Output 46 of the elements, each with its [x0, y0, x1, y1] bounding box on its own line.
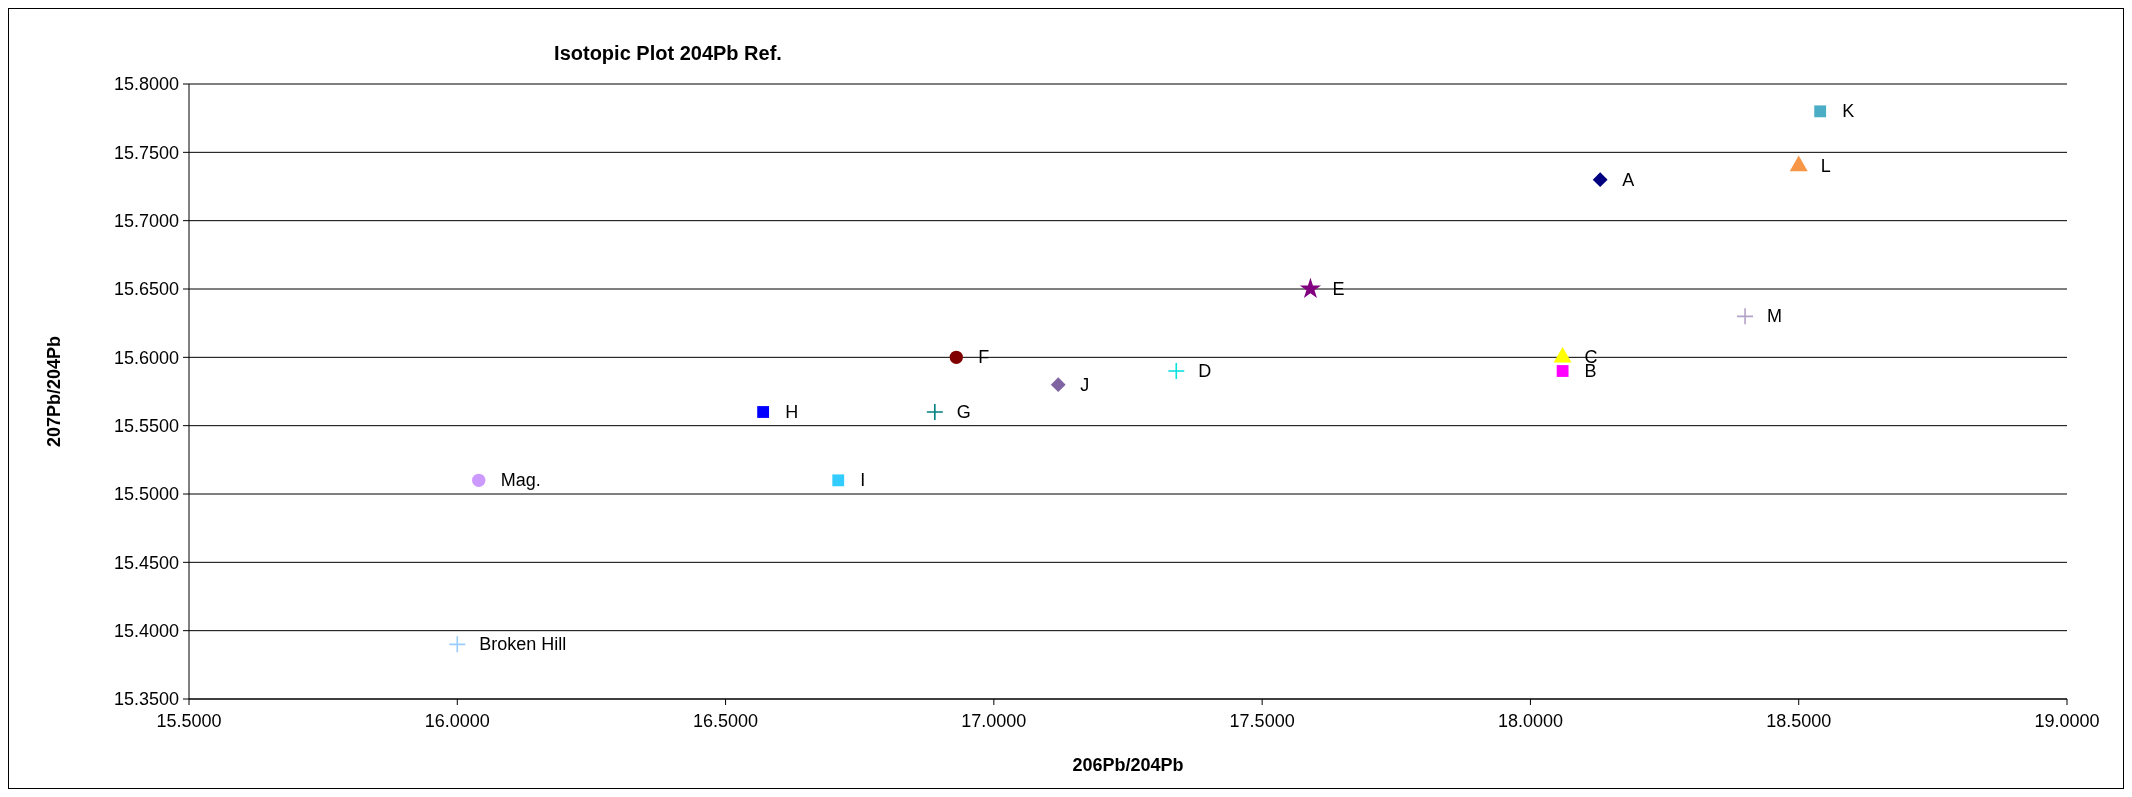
point	[1167, 362, 1186, 380]
point	[1592, 172, 1608, 188]
series-label: Mag.	[500, 470, 541, 491]
series-label: J	[1080, 374, 1090, 395]
x-tick-label: 17.5000	[1229, 711, 1295, 731]
x-axis-title: 206Pb/204Pb	[1072, 755, 1184, 775]
x-tick-label: 16.0000	[424, 711, 490, 731]
x-tick-label: 19.0000	[2034, 711, 2100, 731]
y-tick-label: 15.8000	[113, 74, 179, 95]
point	[926, 403, 944, 421]
point	[472, 473, 486, 487]
point	[1556, 365, 1569, 377]
series-label: M	[1767, 306, 1783, 327]
point	[1299, 277, 1322, 299]
series-label: H	[785, 402, 799, 422]
x-tick-label: 16.5000	[693, 711, 759, 731]
point	[1736, 307, 1754, 326]
x-tick-label: 17.0000	[961, 711, 1027, 731]
series-label: D	[1198, 361, 1212, 381]
series-label: A	[1622, 169, 1635, 190]
y-tick-label: 15.4000	[113, 620, 179, 641]
y-tick-label: 15.5500	[113, 415, 179, 436]
x-tick-label: 15.5000	[156, 711, 222, 731]
point	[1814, 105, 1827, 118]
y-tick-label: 15.6500	[113, 279, 179, 300]
point	[757, 406, 770, 418]
y-tick-label: 15.5000	[113, 484, 179, 505]
chart-title: Isotopic Plot 204Pb Ref.	[554, 42, 782, 64]
series-label: Broken Hill	[479, 634, 567, 655]
y-tick-label: 15.7500	[113, 142, 179, 163]
x-tick-label: 18.5000	[1766, 711, 1832, 731]
y-tick-label: 15.7000	[113, 210, 179, 231]
series-label: I	[860, 470, 866, 491]
series-label: E	[1332, 279, 1345, 299]
y-axis-title: 207Pb/204Pb	[44, 335, 64, 448]
series-label: G	[956, 402, 971, 422]
point	[1050, 377, 1066, 393]
y-tick-label: 15.4500	[113, 552, 179, 573]
y-tick-label: 15.3500	[113, 689, 179, 710]
point	[949, 350, 963, 364]
point	[448, 635, 467, 654]
y-tick-label: 15.6000	[113, 347, 179, 368]
series-label: L	[1820, 156, 1831, 176]
x-tick-label: 18.0000	[1497, 711, 1563, 731]
point	[832, 474, 845, 487]
series-label: K	[1842, 101, 1855, 122]
